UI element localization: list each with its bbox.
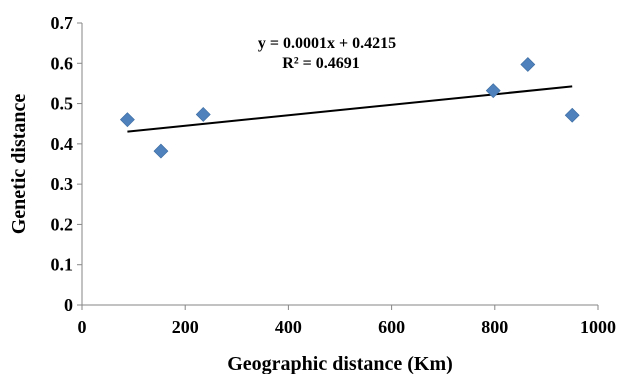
y-tick-label: 0 [64, 295, 73, 315]
y-tick-label: 0.6 [51, 53, 74, 73]
r-squared-label: R² = 0.4691 [282, 55, 359, 72]
y-ticks: 0 0.1 0.2 0.3 0.4 0.5 0.6 0.7 [51, 13, 82, 315]
data-point [119, 112, 135, 128]
data-point [564, 107, 580, 123]
y-tick-label: 0.5 [51, 94, 74, 114]
y-tick-label: 0.4 [51, 134, 74, 154]
trendline [127, 85, 573, 133]
data-points [119, 57, 580, 159]
y-tick-label: 0.1 [51, 255, 74, 275]
x-tick-label: 800 [481, 317, 508, 337]
regression-annotation: y = 0.0001x + 0.4215 R² = 0.4691 [258, 35, 396, 72]
data-point [195, 107, 211, 122]
data-point [153, 143, 169, 159]
x-tick-label: 200 [172, 317, 199, 337]
x-tick-label: 600 [378, 317, 405, 337]
y-tick-label: 0.3 [51, 174, 74, 194]
x-tick-label: 400 [275, 317, 302, 337]
x-ticks: 0 200 400 600 800 1000 [78, 305, 616, 337]
data-point [485, 83, 501, 99]
axes [81, 23, 598, 306]
y-tick-label: 0.7 [51, 13, 74, 33]
equation-label: y = 0.0001x + 0.4215 [258, 35, 396, 52]
x-tick-label: 1000 [580, 317, 616, 337]
trendline-group [127, 85, 573, 133]
x-tick-label: 0 [78, 317, 87, 337]
y-tick-label: 0.2 [51, 214, 74, 234]
x-axis-title: Geographic distance (Km) [227, 353, 453, 374]
data-point [520, 57, 536, 72]
y-axis-title: Genetic distance [8, 94, 30, 235]
